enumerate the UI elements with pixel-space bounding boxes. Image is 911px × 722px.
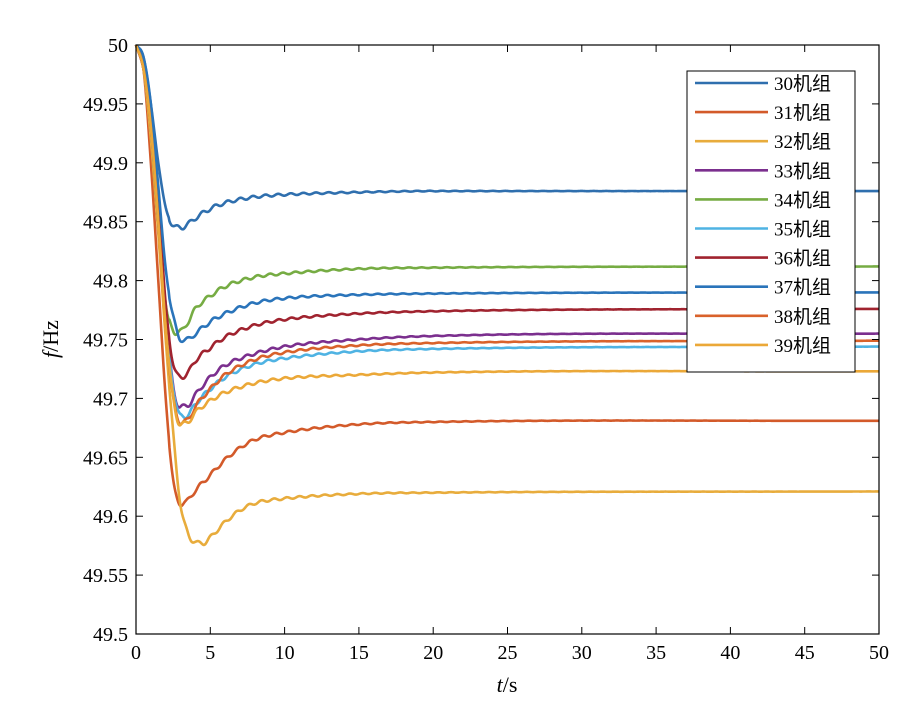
legend: 30机组 31机组 32机组 33机组 34机组 35机组 36机组 37机组 38机组 39机组 — [686, 70, 856, 373]
y-tick-label: 50 — [108, 35, 128, 57]
x-tick-label: 25 — [498, 642, 518, 664]
x-tick-label: 50 — [869, 642, 889, 664]
series-line — [134, 44, 880, 547]
y-axis-label: f/Hz — [38, 320, 63, 358]
legend-label: 36机组 — [774, 248, 831, 270]
x-tick-label: 5 — [205, 642, 215, 664]
legend-label: 30机组 — [774, 73, 831, 95]
y-tick-label: 49.9 — [93, 153, 128, 175]
x-tick-label: 40 — [720, 642, 740, 664]
legend-label: 38机组 — [774, 306, 831, 328]
x-tick-label: 30 — [572, 642, 592, 664]
legend-label: 32机组 — [774, 131, 831, 153]
legend-label: 34机组 — [774, 189, 831, 211]
y-tick-label: 49.8 — [93, 271, 128, 293]
y-tick-label: 49.55 — [83, 565, 128, 587]
x-tick-label: 45 — [795, 642, 815, 664]
series-line — [134, 44, 880, 508]
y-tick-label: 49.7 — [93, 388, 128, 410]
legend-label: 39机组 — [774, 335, 831, 357]
x-tick-label: 20 — [423, 642, 443, 664]
legend-label: 37机组 — [774, 277, 831, 299]
legend-label: 33机组 — [774, 160, 831, 182]
y-tick-label: 49.85 — [83, 212, 128, 234]
y-tick-label: 49.65 — [83, 447, 128, 469]
y-tick-label: 49.5 — [93, 624, 128, 646]
legend-label: 31机组 — [774, 102, 831, 124]
x-tick-label: 15 — [349, 642, 369, 664]
x-tick-label: 0 — [131, 642, 141, 664]
legend-box — [686, 70, 856, 373]
x-tick-label: 10 — [275, 642, 295, 664]
x-tick-label: 35 — [646, 642, 666, 664]
x-axis-label: t/s — [497, 672, 518, 697]
legend-label: 35机组 — [774, 219, 831, 241]
y-tick-label: 49.6 — [93, 506, 128, 528]
y-tick-label: 49.75 — [83, 330, 128, 352]
y-tick-label: 49.95 — [83, 94, 128, 116]
ticks-layer: 0 5 10 15 20 25 30 35 40 45 50 49.5 49.55 49.6 49.65 49… — [83, 35, 889, 664]
